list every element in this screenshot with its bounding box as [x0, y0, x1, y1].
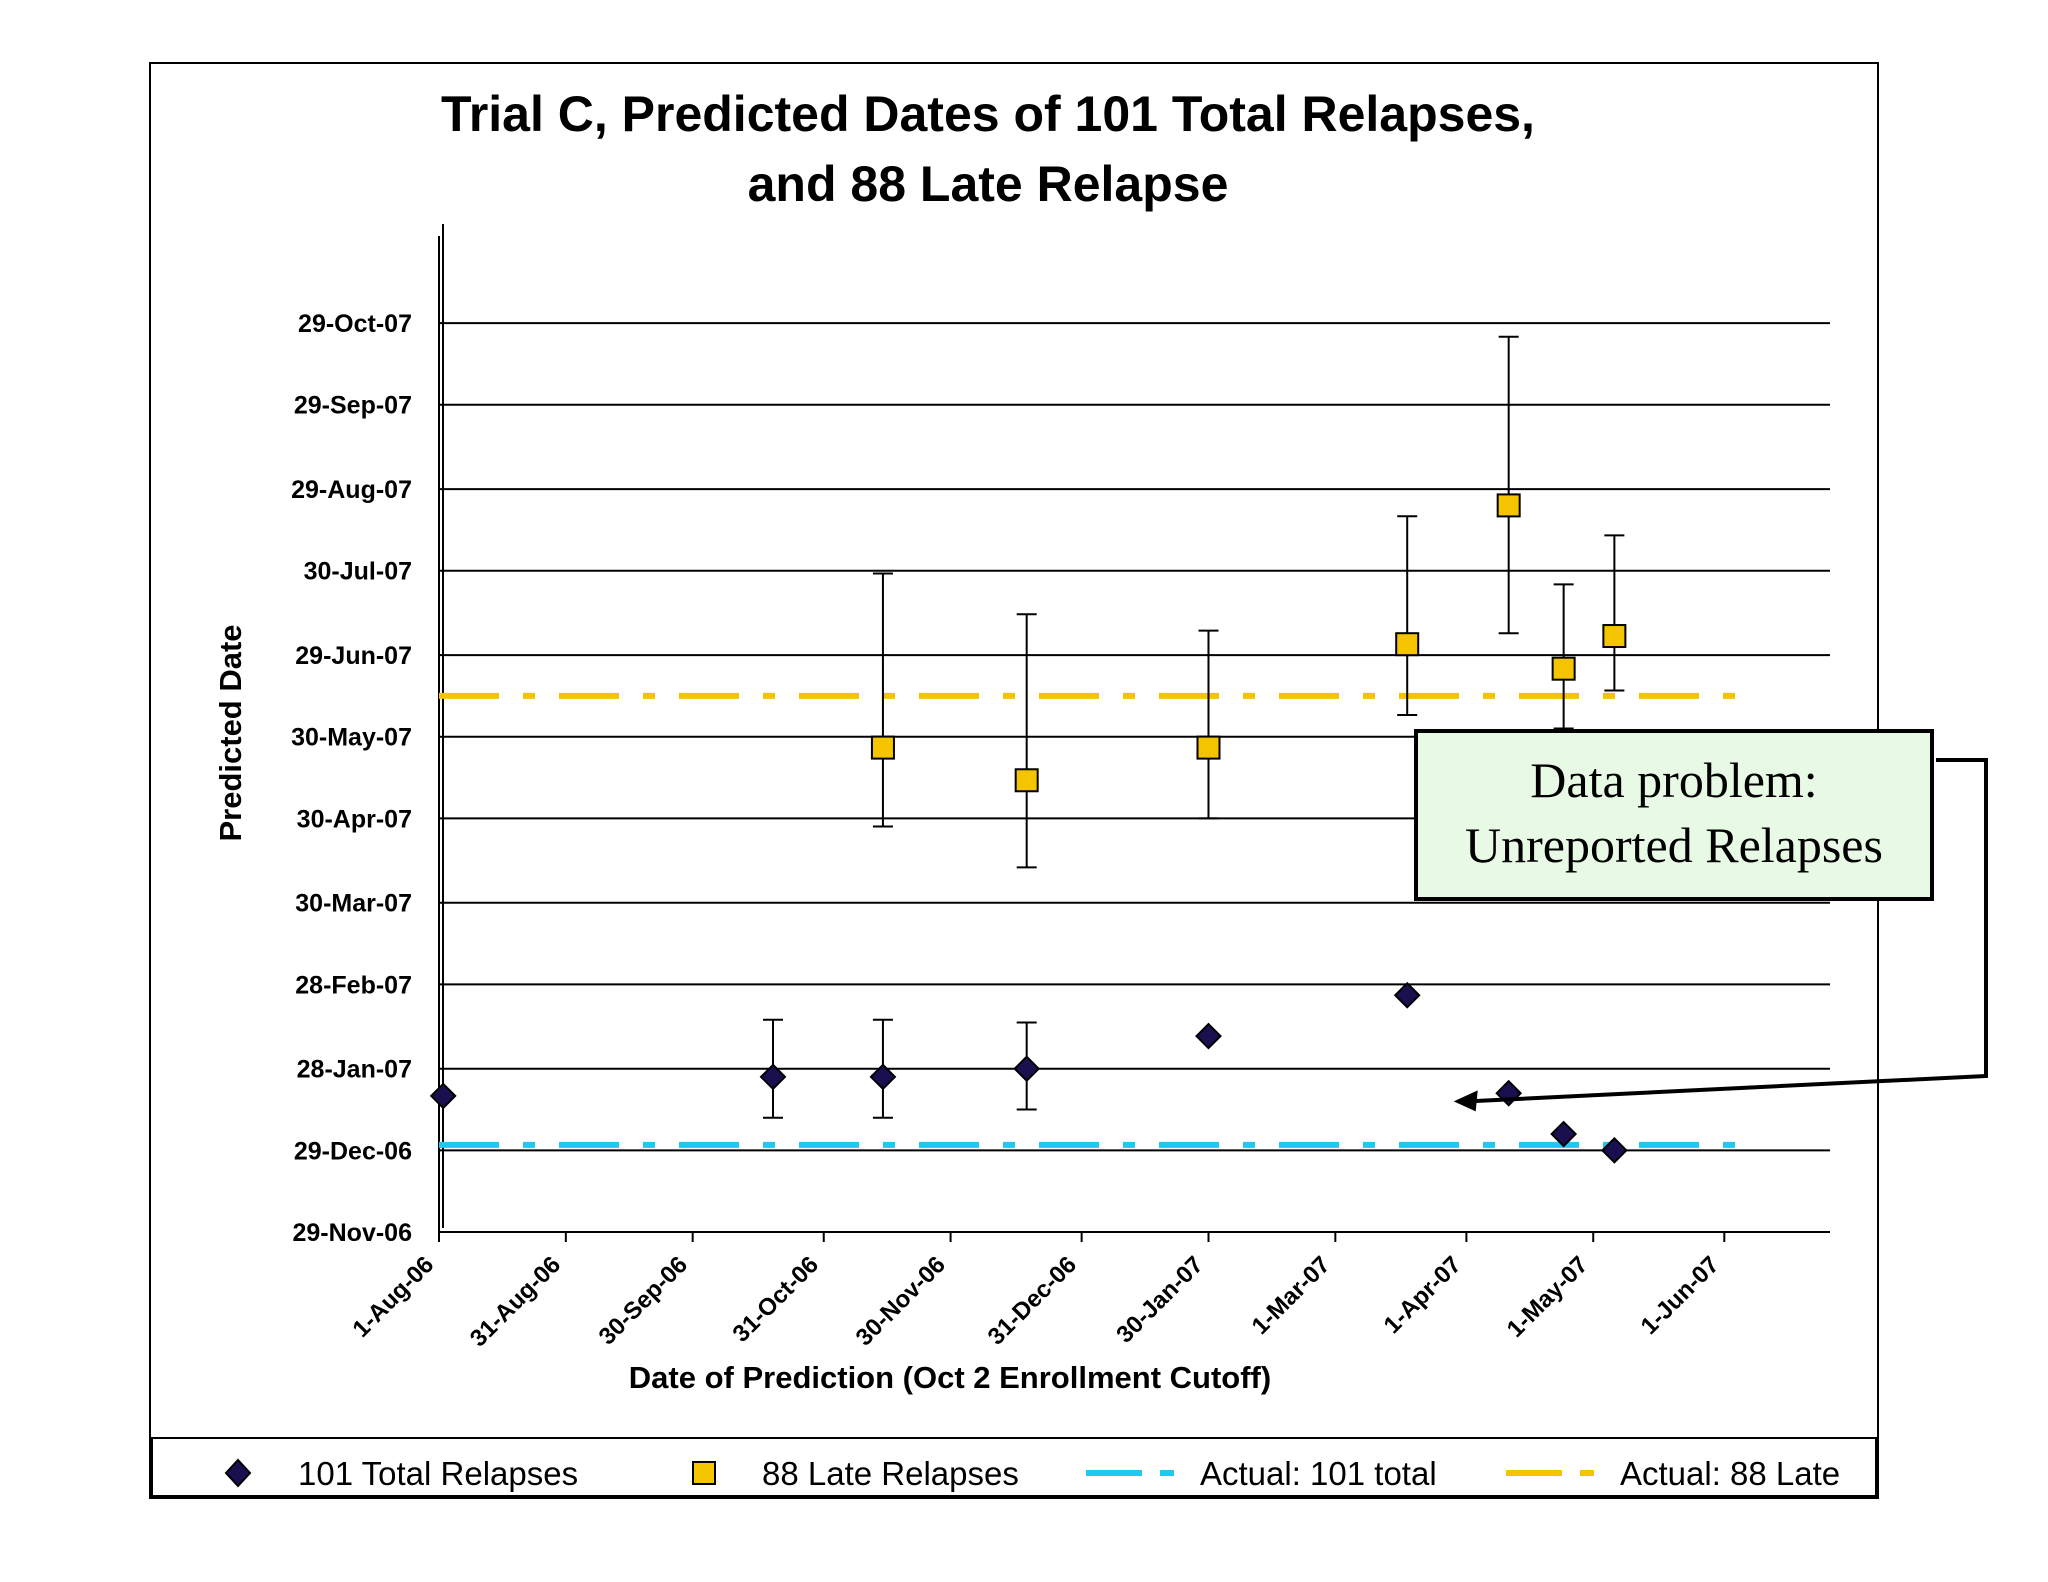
- legend-box: [151, 1437, 1877, 1497]
- legend-marker-1: [692, 1461, 716, 1485]
- chart-title-line-2: and 88 Late Relapse: [748, 156, 1229, 212]
- y-tick-label-11: 29-Oct-07: [298, 310, 412, 338]
- y-tick-label-4: 30-Mar-07: [295, 890, 412, 918]
- point-late-1: [1014, 768, 1039, 793]
- point-total-7: [1550, 1120, 1578, 1148]
- point-late-3: [1395, 632, 1420, 657]
- legend-item-0: 101 Total Relapses: [224, 1455, 578, 1492]
- legend-label-0: 101 Total Relapses: [298, 1455, 578, 1492]
- reference-lines: [439, 692, 1742, 1148]
- legend: 101 Total Relapses 88 Late Relapses Actual…: [151, 1437, 1877, 1497]
- point-late-5: [1551, 656, 1576, 681]
- legend-marker-0: [224, 1458, 252, 1488]
- point-total-4: [1195, 1022, 1222, 1050]
- annotation-box: [1414, 729, 1934, 901]
- point-late-6: [1602, 624, 1627, 649]
- annotation-arrow: [1467, 758, 1988, 1104]
- chart-title: Trial C, Predicted Dates of 101 Total Re…: [441, 86, 1535, 212]
- point-late-4: [1496, 493, 1521, 518]
- y-tick-label-8: 30-Jul-07: [304, 558, 412, 586]
- y-tick-label-2: 28-Jan-07: [297, 1056, 412, 1084]
- y-tick-label-3: 28-Feb-07: [295, 971, 412, 999]
- annotation-callout: Data problem: Unreported Relapses: [1414, 729, 1988, 1112]
- annotation-line-2: Unreported Relapses: [1465, 817, 1883, 873]
- y-tick-label-6: 30-May-07: [291, 724, 412, 752]
- point-total-2: [869, 1063, 897, 1091]
- y-tick-label-1: 29-Dec-06: [294, 1137, 412, 1165]
- point-total-3: [1013, 1055, 1041, 1083]
- y-tick-label-9: 29-Aug-07: [291, 476, 412, 504]
- point-total-8: [1600, 1136, 1628, 1164]
- y-tick-label-5: 30-Apr-07: [297, 805, 412, 833]
- error-bar-1-0: [872, 572, 893, 828]
- point-late-2: [1196, 735, 1221, 760]
- annotation-line-1: Data problem:: [1530, 752, 1817, 808]
- error-bar-1-1: [1016, 613, 1037, 869]
- legend-label-3: Actual: 88 Late: [1620, 1455, 1840, 1492]
- legend-item-1: 88 Late Relapses: [692, 1455, 1019, 1492]
- y-axis: 29-Nov-06 29-Dec-06 28-Jan-07 28-Feb-07 30-M…: [291, 224, 444, 1247]
- legend-item-3: Actual: 88 Late: [1506, 1455, 1840, 1492]
- error-bar-1-2: [1198, 629, 1219, 820]
- error-bar-1-6: [1604, 534, 1625, 692]
- point-total-0: [429, 1082, 457, 1110]
- annotation-arrowhead: [1453, 1090, 1478, 1112]
- error-bars: [763, 335, 1625, 1119]
- point-late-0: [870, 735, 895, 760]
- y-axis-label: Predicted Date: [213, 624, 248, 841]
- point-total-1: [759, 1063, 787, 1091]
- y-tick-label-0: 29-Nov-06: [293, 1219, 413, 1247]
- y-tick-label-7: 29-Jun-07: [295, 642, 412, 670]
- point-total-5: [1393, 981, 1421, 1009]
- data-points: [429, 493, 1628, 1164]
- legend-label-1: 88 Late Relapses: [762, 1455, 1019, 1492]
- y-tick-label-10: 29-Sep-07: [294, 392, 412, 420]
- legend-label-2: Actual: 101 total: [1200, 1455, 1437, 1492]
- error-bar-1-4: [1498, 335, 1519, 635]
- chart-title-line-1: Trial C, Predicted Dates of 101 Total Re…: [441, 86, 1535, 142]
- legend-item-2: Actual: 101 total: [1086, 1455, 1437, 1492]
- error-bar-1-5: [1553, 583, 1574, 730]
- x-axis-label: Date of Prediction (Oct 2 Enrollment Cut…: [629, 1360, 1271, 1395]
- error-bar-1-3: [1397, 515, 1418, 716]
